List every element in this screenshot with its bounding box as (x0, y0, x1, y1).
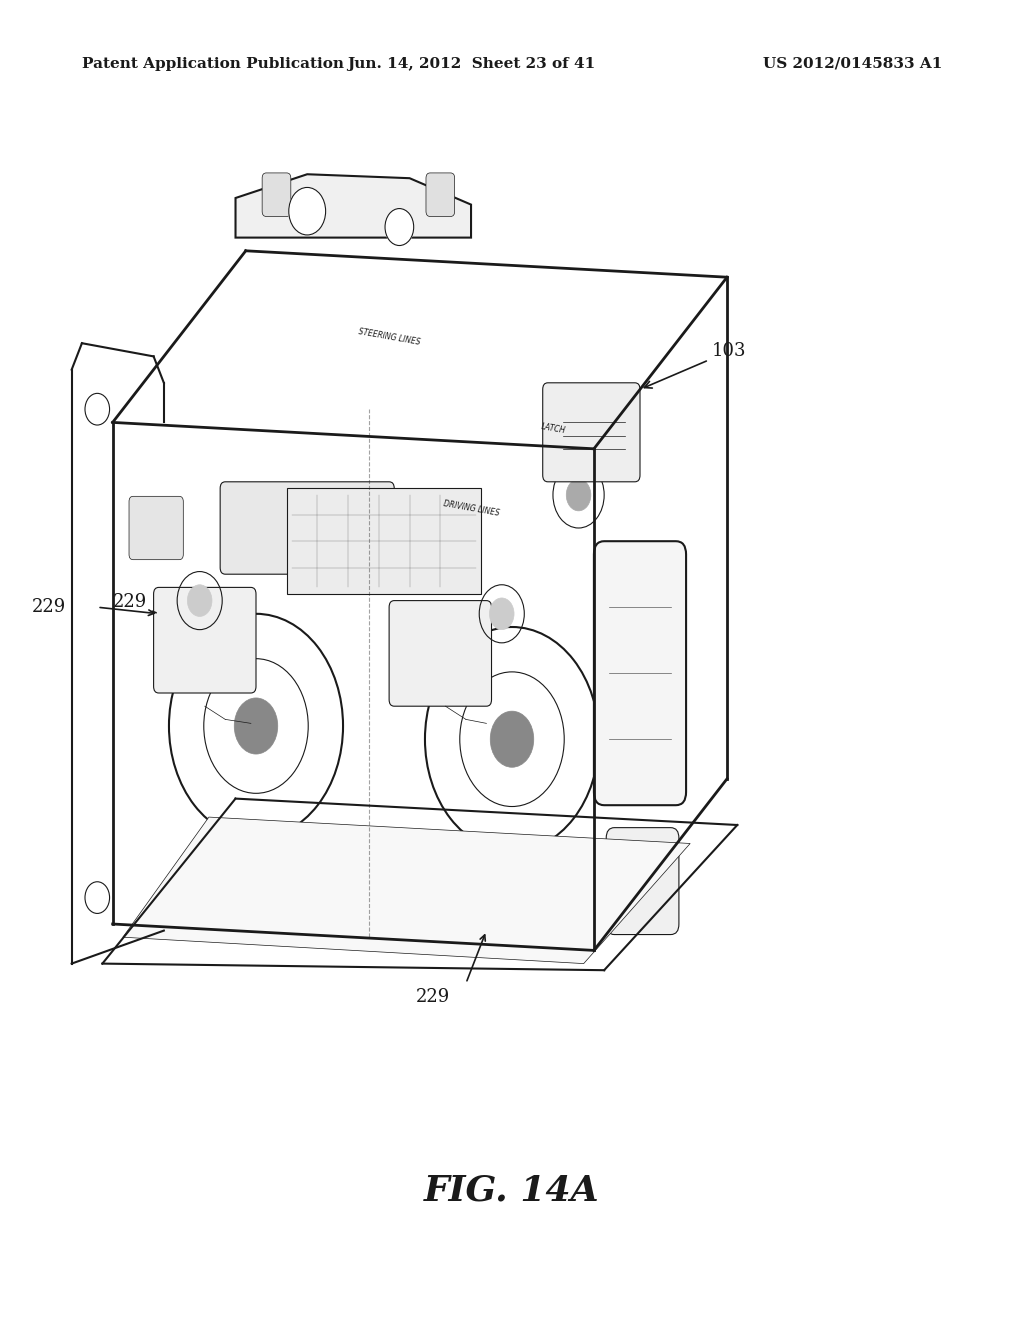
Circle shape (385, 209, 414, 246)
Text: FIG. 14A: FIG. 14A (424, 1173, 600, 1208)
Text: US 2012/0145833 A1: US 2012/0145833 A1 (763, 57, 942, 71)
FancyBboxPatch shape (262, 173, 291, 216)
Text: 229: 229 (33, 598, 67, 616)
Text: Jun. 14, 2012  Sheet 23 of 41: Jun. 14, 2012 Sheet 23 of 41 (347, 57, 595, 71)
Polygon shape (236, 174, 471, 238)
Circle shape (566, 479, 591, 511)
FancyBboxPatch shape (129, 496, 183, 560)
FancyBboxPatch shape (287, 488, 481, 594)
Text: LATCH: LATCH (540, 422, 566, 436)
Text: 229: 229 (417, 987, 451, 1006)
Text: 229: 229 (113, 593, 156, 612)
FancyBboxPatch shape (389, 601, 492, 706)
Text: STEERING LINES: STEERING LINES (357, 327, 421, 346)
Text: DRIVING LINES: DRIVING LINES (442, 499, 500, 517)
Circle shape (489, 598, 514, 630)
FancyBboxPatch shape (594, 541, 686, 805)
Text: Patent Application Publication: Patent Application Publication (82, 57, 344, 71)
FancyBboxPatch shape (543, 383, 640, 482)
Text: 103: 103 (644, 342, 746, 388)
Polygon shape (123, 817, 690, 964)
Circle shape (234, 698, 278, 754)
Circle shape (490, 711, 534, 767)
FancyBboxPatch shape (606, 828, 679, 935)
Circle shape (289, 187, 326, 235)
FancyBboxPatch shape (154, 587, 256, 693)
FancyBboxPatch shape (220, 482, 394, 574)
FancyBboxPatch shape (426, 173, 455, 216)
Circle shape (187, 585, 212, 616)
